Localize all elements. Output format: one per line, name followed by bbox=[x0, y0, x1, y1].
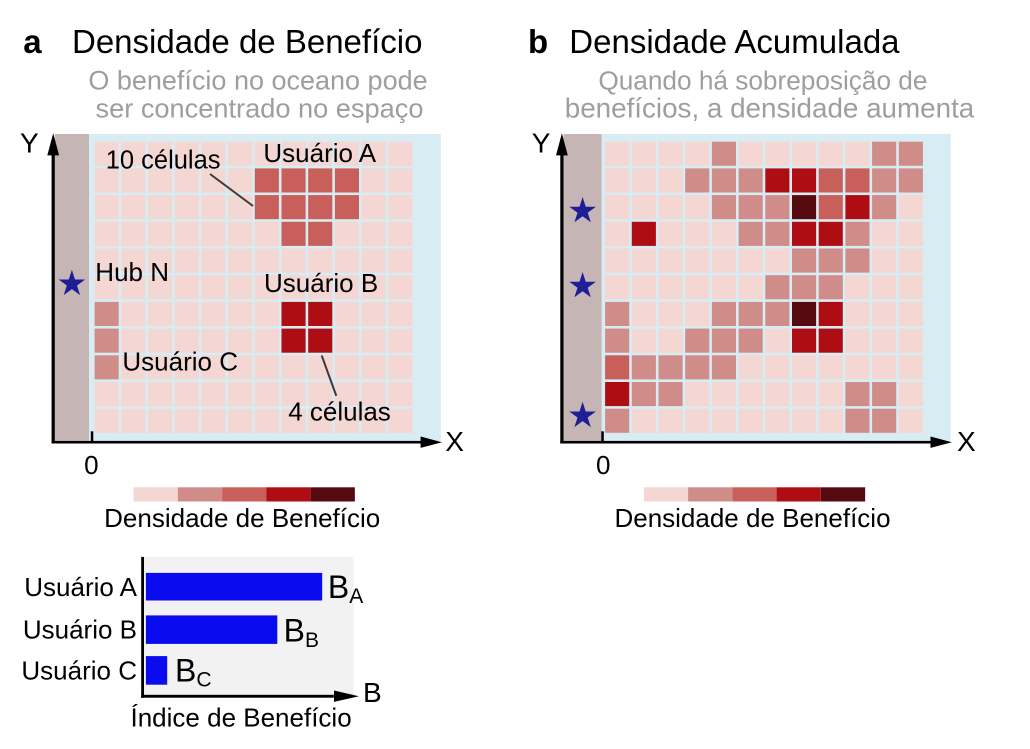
svg-text:0: 0 bbox=[84, 450, 98, 480]
svg-text:4 células: 4 células bbox=[288, 397, 391, 427]
svg-text:Usuário C: Usuário C bbox=[122, 347, 238, 377]
svg-text:O benefício no oceano pode: O benefício no oceano pode bbox=[88, 66, 427, 96]
svg-text:X: X bbox=[445, 426, 464, 457]
svg-text:Densidade Acumulada: Densidade Acumulada bbox=[569, 23, 900, 60]
svg-text:ser concentrado no espaço: ser concentrado no espaço bbox=[96, 93, 424, 124]
svg-text:Usuário B: Usuário B bbox=[264, 268, 378, 298]
svg-text:10 células: 10 células bbox=[106, 147, 221, 175]
svg-text:X: X bbox=[957, 426, 976, 457]
svg-text:Usuário A: Usuário A bbox=[263, 138, 376, 168]
svg-text:Hub N: Hub N bbox=[95, 257, 169, 287]
svg-text:BA: BA bbox=[328, 569, 363, 608]
svg-text:B: B bbox=[363, 677, 382, 708]
svg-text:b: b bbox=[528, 23, 548, 60]
svg-text:Densidade de Benefício: Densidade de Benefício bbox=[614, 503, 890, 533]
svg-text:Quando há sobreposição de: Quando há sobreposição de bbox=[598, 66, 927, 96]
svg-text:Densidade de Benefício: Densidade de Benefício bbox=[72, 23, 422, 60]
svg-text:0: 0 bbox=[596, 450, 610, 480]
svg-text:Y: Y bbox=[20, 128, 39, 159]
svg-text:Usuário A: Usuário A bbox=[24, 572, 137, 602]
svg-text:Índice de Benefício: Índice de Benefício bbox=[131, 702, 352, 732]
svg-text:Usuário B: Usuário B bbox=[23, 615, 137, 645]
svg-text:benefícios, a densidade aument: benefícios, a densidade aumenta bbox=[565, 93, 975, 124]
svg-text:a: a bbox=[23, 23, 42, 60]
svg-text:Y: Y bbox=[532, 128, 551, 159]
svg-text:Usuário C: Usuário C bbox=[21, 655, 137, 685]
svg-text:Densidade de Benefício: Densidade de Benefício bbox=[104, 503, 380, 533]
